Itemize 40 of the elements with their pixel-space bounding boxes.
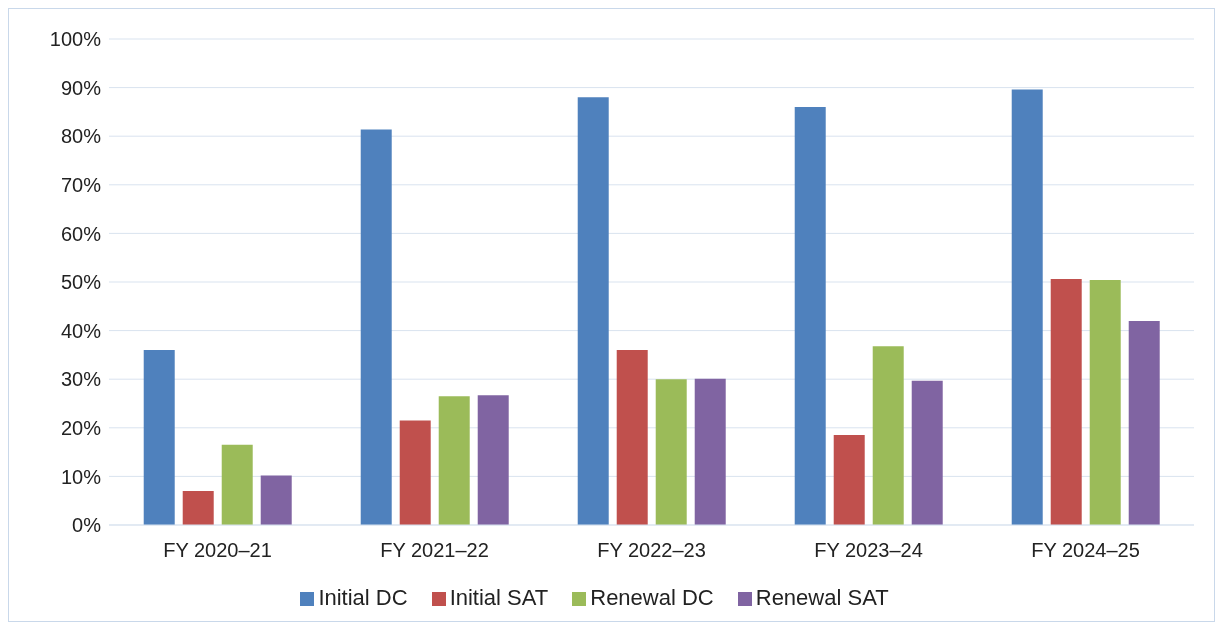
bar bbox=[399, 420, 431, 525]
bar bbox=[182, 490, 214, 525]
x-tick-label: FY 2020–21 bbox=[163, 539, 272, 562]
x-tick-label: FY 2022–23 bbox=[597, 539, 706, 562]
y-tick-label: 30% bbox=[60, 368, 102, 391]
legend-label: Initial DC bbox=[318, 585, 408, 610]
bar bbox=[694, 378, 726, 525]
bar bbox=[221, 444, 253, 525]
bar bbox=[260, 475, 292, 525]
y-tick-label: 100% bbox=[49, 28, 102, 51]
y-tick-label: 10% bbox=[60, 465, 102, 488]
y-tick-label: 0% bbox=[72, 514, 102, 537]
bar bbox=[1128, 320, 1160, 525]
bar bbox=[794, 107, 826, 525]
bar bbox=[1011, 89, 1043, 525]
legend-label: Initial SAT bbox=[449, 585, 549, 610]
bar bbox=[438, 396, 470, 525]
bar bbox=[477, 395, 509, 525]
y-tick-label: 90% bbox=[60, 76, 102, 99]
y-tick-label: 50% bbox=[60, 271, 102, 294]
y-tick-label: 60% bbox=[60, 222, 102, 245]
bar bbox=[911, 380, 943, 525]
bar bbox=[143, 350, 175, 525]
bar bbox=[360, 129, 392, 525]
y-tick-label: 70% bbox=[60, 173, 102, 196]
bar bbox=[655, 379, 687, 525]
bar bbox=[577, 97, 609, 525]
x-tick-label: FY 2024–25 bbox=[1031, 539, 1140, 562]
y-tick-label: 80% bbox=[60, 125, 102, 148]
x-tick-label: FY 2021–22 bbox=[380, 539, 489, 562]
bar bbox=[1050, 279, 1082, 525]
bar bbox=[616, 350, 648, 525]
legend-label: Renewal DC bbox=[590, 585, 714, 610]
bar bbox=[872, 346, 904, 525]
y-tick-label: 40% bbox=[60, 319, 102, 342]
bar bbox=[833, 435, 865, 525]
y-tick-label: 20% bbox=[60, 416, 102, 439]
x-tick-label: FY 2023–24 bbox=[814, 539, 923, 562]
bar bbox=[1089, 280, 1121, 525]
legend-label: Renewal SAT bbox=[755, 585, 889, 610]
